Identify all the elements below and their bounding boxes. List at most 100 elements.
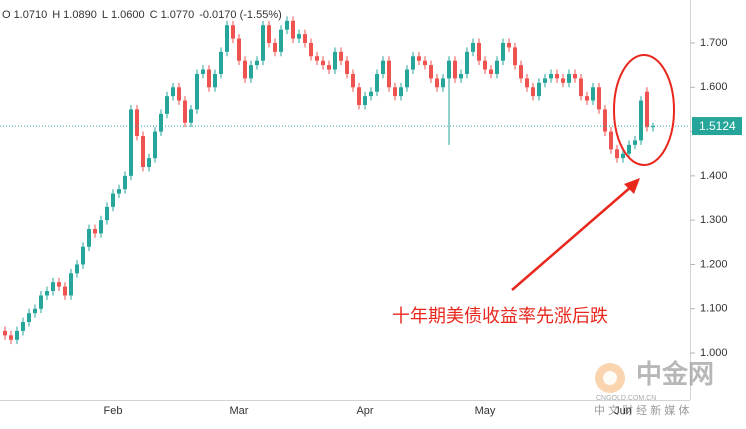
candle-body xyxy=(237,38,241,61)
y-tick-label: 1.200 xyxy=(700,258,728,270)
candle-body xyxy=(315,56,319,61)
candle-body xyxy=(63,286,67,296)
candle-body xyxy=(585,96,589,101)
candle-body xyxy=(177,87,181,101)
candle-body xyxy=(591,87,595,101)
candle-body xyxy=(375,73,379,92)
x-tick-label: Feb xyxy=(104,405,123,417)
candle-body xyxy=(135,109,139,136)
candle-body xyxy=(645,91,649,128)
candle-body xyxy=(489,69,493,74)
candle-body xyxy=(291,20,295,39)
candle-body xyxy=(219,51,223,74)
candle-body xyxy=(75,264,79,274)
candle-body xyxy=(195,73,199,110)
candle-body xyxy=(573,73,577,79)
arrow-head xyxy=(624,178,640,194)
ohlc-change: -0.0170 (-1.55%) xyxy=(199,9,282,21)
candle-body xyxy=(507,42,511,48)
candle-body xyxy=(117,189,121,194)
candle-body xyxy=(111,193,115,207)
candle-body xyxy=(333,51,337,70)
watermark-site: CNGOLD.COM.CN xyxy=(596,395,656,402)
candle-body xyxy=(357,87,361,105)
y-tick-label: 1.400 xyxy=(700,170,728,182)
candle-body xyxy=(423,60,427,66)
candle-body xyxy=(513,47,517,66)
y-tick-label: 1.000 xyxy=(700,347,728,359)
candle-body xyxy=(93,229,97,234)
candle-body xyxy=(225,25,229,52)
candle-body xyxy=(33,308,37,314)
candle-body xyxy=(549,73,553,79)
annotation-arrow xyxy=(511,185,633,291)
candle-body xyxy=(309,42,313,57)
watermark-logo-inner xyxy=(603,371,617,385)
candle-body xyxy=(345,60,349,74)
watermark-slogan: 中 文 财 经 新 媒 体 xyxy=(594,403,689,417)
candle-body xyxy=(297,34,301,39)
candle-body xyxy=(579,78,583,97)
candle-body xyxy=(555,73,559,79)
candle-body xyxy=(603,109,607,132)
candle-body xyxy=(369,91,373,97)
candle-body xyxy=(519,65,523,79)
candle-body xyxy=(597,87,601,110)
ohlc-header: O 1.0710 H 1.0890 L 1.0600 C 1.0770 -0.0170 (-1.… xyxy=(2,9,282,21)
candle-body xyxy=(45,291,49,296)
candle-body xyxy=(447,60,451,79)
ohlc-key: L xyxy=(102,9,108,21)
candle-body xyxy=(525,78,529,88)
candle-body xyxy=(171,87,175,97)
candle-body xyxy=(141,135,145,167)
candle-body xyxy=(399,87,403,97)
candle-body xyxy=(9,335,13,340)
candle-body xyxy=(537,82,541,97)
candle-body xyxy=(21,322,25,331)
candle-body xyxy=(51,282,55,292)
candle-body xyxy=(39,295,43,309)
candle-body xyxy=(285,20,289,30)
candle-body xyxy=(249,65,253,79)
ohlc-value: 1.0890 xyxy=(63,9,97,21)
candle-body xyxy=(639,100,643,141)
candle-body xyxy=(279,29,283,52)
candle-body xyxy=(339,51,343,61)
candle-body xyxy=(303,34,307,43)
candle-body xyxy=(393,87,397,97)
ohlc-value: 1.0710 xyxy=(14,9,48,21)
candle-body xyxy=(57,282,61,287)
candle-body xyxy=(471,42,475,52)
candle-body xyxy=(561,78,565,83)
y-tick-label: 1.300 xyxy=(700,214,728,226)
candle-body xyxy=(483,60,487,70)
ohlc-key: H xyxy=(52,9,60,21)
candle-body xyxy=(81,246,85,265)
candle-body xyxy=(459,73,463,79)
candle-body xyxy=(567,73,571,83)
candle-body xyxy=(627,144,631,154)
candle-body xyxy=(411,56,415,70)
y-tick-label: 1.600 xyxy=(700,81,728,93)
candle-body xyxy=(615,149,619,159)
highlight-ellipse xyxy=(613,54,675,166)
candle-body xyxy=(621,153,625,159)
candle-body xyxy=(147,158,151,167)
watermark: 中金网 CNGOLD.COM.CN 中 文 财 经 新 媒 体 xyxy=(594,359,714,417)
candle-body xyxy=(87,229,91,247)
candle-body xyxy=(543,78,547,83)
candle-body xyxy=(165,96,169,114)
candle-body xyxy=(429,65,433,79)
candle-body xyxy=(405,69,409,88)
candle-body xyxy=(453,60,457,79)
candle-body xyxy=(201,69,205,74)
candle-body xyxy=(153,131,157,159)
candle-body xyxy=(465,51,469,74)
candle-body xyxy=(351,73,355,88)
plot xyxy=(0,16,690,345)
last-price-box xyxy=(692,117,742,136)
ohlc-value: 1.0600 xyxy=(111,9,145,21)
candle-body xyxy=(129,109,133,176)
candle-body xyxy=(261,25,265,61)
